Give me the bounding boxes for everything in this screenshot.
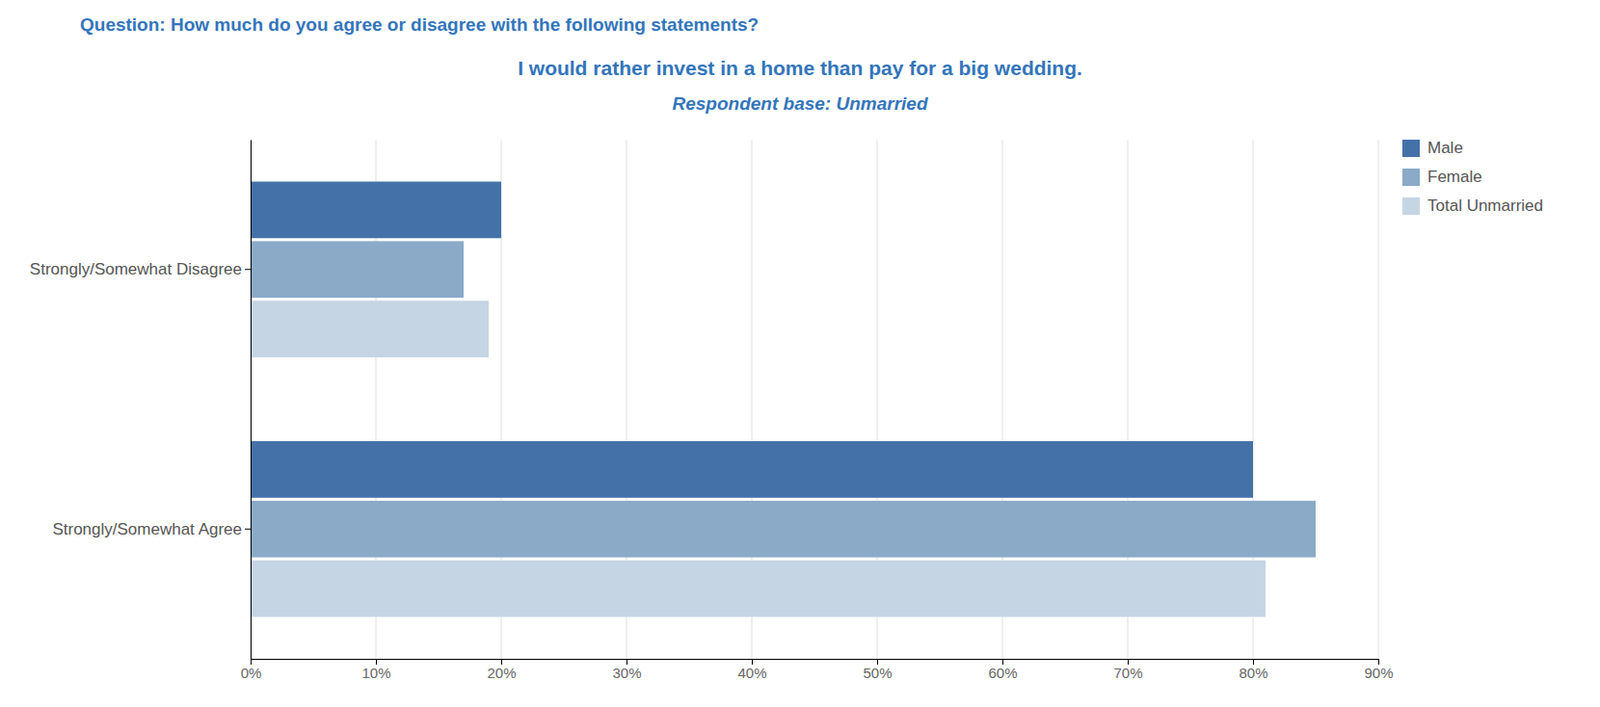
y-tick-label: Strongly/Somewhat Disagree: [29, 260, 242, 279]
bar: [250, 441, 1254, 499]
x-tick-label: 40%: [737, 665, 767, 682]
chart: Question: How much do you agree or disag…: [0, 0, 1600, 707]
bar: [250, 240, 464, 298]
y-axis: Strongly/Somewhat Disagree Strongly/Somew…: [29, 140, 252, 661]
plot: 0% 10% 20% 30% 40% 50% 60% 70% 80% 90% Strongly/So…: [29, 139, 1394, 682]
x-tick: 70%: [1113, 659, 1143, 682]
bar: [250, 501, 1316, 559]
y-tick-label: Strongly/Somewhat Agree: [52, 520, 242, 539]
grid-line: [250, 139, 252, 660]
x-tick-label: 20%: [486, 665, 516, 682]
legend-item: Total Unmarried: [1402, 196, 1544, 215]
subtitle: I would rather invest in a home than pay…: [517, 56, 1083, 80]
legend: Male Female Total Unmarried: [1402, 138, 1544, 215]
x-axis: 0% 10% 20% 30% 40% 50% 60% 70% 80% 90%: [240, 659, 1394, 682]
bar: [250, 560, 1266, 618]
legend-label: Total Unmarried: [1427, 196, 1544, 215]
legend-label: Female: [1427, 167, 1483, 187]
title: Question: How much do you agree or disag…: [80, 14, 759, 35]
series: [250, 240, 1316, 558]
x-tick-label: 10%: [361, 665, 391, 682]
legend-swatch: [1402, 168, 1420, 187]
annotation: Respondent base: Unmarried: [672, 93, 929, 114]
series: [250, 182, 1254, 499]
bar: [250, 182, 502, 240]
x-tick-label: 50%: [862, 665, 892, 682]
x-tick-label: 90%: [1363, 665, 1393, 682]
y-tick: Strongly/Somewhat Agree: [52, 520, 251, 539]
x-tick-label: 0%: [240, 665, 263, 682]
legend-item: Female: [1402, 167, 1483, 187]
legend-swatch: [1402, 197, 1420, 215]
x-tick-label: 70%: [1113, 665, 1143, 682]
x-tick: 50%: [862, 659, 892, 682]
grid-line: [1378, 139, 1380, 660]
y-tick-mark: [244, 268, 251, 270]
y-tick: Strongly/Somewhat Disagree: [29, 260, 251, 279]
legend-label: Male: [1427, 138, 1464, 158]
series: [250, 300, 1266, 617]
x-axis-line: [251, 660, 1380, 667]
x-tick: 0%: [240, 659, 263, 682]
x-tick: 30%: [612, 659, 641, 682]
y-tick-mark: [244, 529, 251, 531]
x-tick: 20%: [486, 659, 516, 682]
legend-swatch: [1402, 139, 1420, 158]
grid: [250, 139, 1379, 660]
x-tick: 40%: [737, 659, 767, 682]
x-tick: 10%: [361, 659, 391, 682]
x-tick: 60%: [987, 659, 1017, 682]
x-tick-label: 30%: [612, 665, 641, 682]
x-tick: 80%: [1238, 659, 1268, 682]
x-tick-label: 80%: [1238, 665, 1268, 682]
bar: [250, 300, 489, 358]
legend-item: Male: [1402, 138, 1464, 158]
x-tick-label: 60%: [987, 665, 1017, 682]
y-axis-line: [250, 140, 252, 661]
bars: [250, 182, 1316, 618]
x-tick: 90%: [1363, 659, 1393, 682]
